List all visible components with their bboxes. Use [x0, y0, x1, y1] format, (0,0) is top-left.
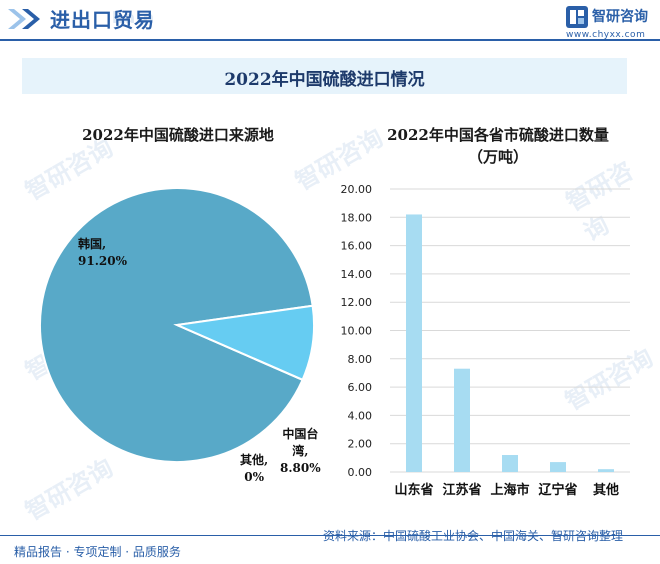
- source-note: 资料来源：中国硫酸工业协会、中国海关、智研咨询整理: [323, 529, 624, 543]
- bar-ytick-label: 4.00: [348, 409, 373, 422]
- pie-label-korea-value: 91.20%: [78, 254, 127, 268]
- bar-category-label: 辽宁省: [538, 482, 577, 498]
- bar-chart-subtitle: （万吨）: [467, 148, 528, 166]
- pie-label-korea-name: 韩国: [78, 237, 103, 251]
- pie-slice-2: [176, 324, 303, 381]
- pie-label-korea: 韩国, 91.20%: [78, 237, 127, 268]
- bar-ytick-label: 10.00: [341, 325, 373, 338]
- pie-label-taiwan-value: 8.80%: [280, 461, 321, 475]
- bar-ytick-label: 12.00: [341, 296, 373, 309]
- banner: 2022年中国硫酸进口情况: [22, 58, 627, 94]
- bar-2: [502, 455, 518, 472]
- bar-ytick-label: 14.00: [341, 268, 373, 281]
- bar-chart-title-main: 2022年中国各省市硫酸进口数量: [387, 126, 609, 144]
- bar-4: [598, 469, 614, 472]
- bar-ytick-label: 2.00: [348, 438, 373, 451]
- bar-ytick-label: 0.00: [348, 466, 373, 479]
- bar-ytick-label: 18.00: [341, 211, 373, 224]
- bar-ytick-label: 16.00: [341, 240, 373, 253]
- pie-chart-title: 2022年中国硫酸进口来源地: [82, 126, 274, 144]
- page-title: 进出口贸易: [50, 8, 155, 32]
- double-chevron-icon: [8, 9, 40, 29]
- bar-1: [454, 368, 470, 472]
- banner-title: 2022年中国硫酸进口情况: [224, 70, 425, 90]
- bar-chart-title: 2022年中国各省市硫酸进口数量 （万吨）: [338, 124, 658, 168]
- bar-ytick-label: 6.00: [348, 381, 373, 394]
- bar-ytick-label: 20.00: [341, 183, 373, 196]
- logo-url[interactable]: www.chyxx.com: [566, 30, 646, 40]
- logo-name: 智研咨询: [592, 9, 648, 25]
- logo-icon: [566, 6, 588, 28]
- bar-0: [406, 214, 422, 472]
- bar-3: [550, 462, 566, 472]
- pie-label-other-value: 0%: [244, 470, 264, 484]
- pie-slice-1: [173, 304, 315, 382]
- pie-label-other: 其他, 0%: [240, 453, 269, 484]
- bar-ytick-label: 8.00: [348, 353, 373, 366]
- bar-category-label: 上海市: [490, 482, 529, 498]
- pie-label-taiwan-name-line2: 湾,: [292, 444, 309, 458]
- footer-divider: [0, 535, 660, 536]
- bar-category-label: 其他: [593, 482, 619, 498]
- footer-slogan: 精品报告 · 专项定制 · 品质服务: [14, 545, 181, 559]
- bar-category-label: 江苏省: [442, 482, 481, 498]
- pie-label-taiwan-name-line1: 中国台: [282, 427, 319, 441]
- pie-label-other-name: 其他: [240, 453, 265, 467]
- header-divider: [0, 39, 660, 41]
- header: hain 进出口贸易 智研咨询 www.chyxx.com: [0, 0, 660, 41]
- pie-label-taiwan: 中国台 湾, 8.80%: [280, 426, 321, 477]
- header-ghost-text: hain: [112, 8, 156, 27]
- bar-category-label: 山东省: [394, 482, 433, 498]
